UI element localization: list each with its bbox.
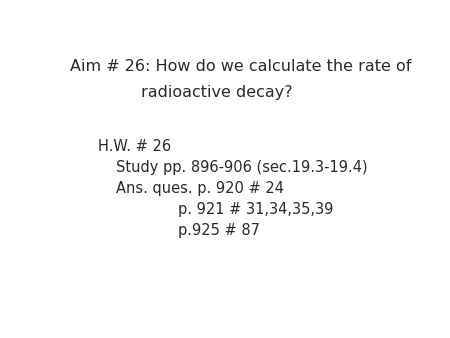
- Text: radioactive decay?: radioactive decay?: [141, 85, 292, 100]
- Text: Ans. ques. p. 920 # 24: Ans. ques. p. 920 # 24: [116, 181, 284, 196]
- Text: p. 921 # 31,34,35,39: p. 921 # 31,34,35,39: [178, 202, 334, 217]
- Text: p.925 # 87: p.925 # 87: [178, 223, 260, 238]
- Text: H.W. # 26: H.W. # 26: [98, 140, 171, 154]
- Text: Aim # 26: How do we calculate the rate of: Aim # 26: How do we calculate the rate o…: [70, 59, 412, 74]
- Text: Study pp. 896-906 (sec.19.3-19.4): Study pp. 896-906 (sec.19.3-19.4): [116, 160, 367, 175]
